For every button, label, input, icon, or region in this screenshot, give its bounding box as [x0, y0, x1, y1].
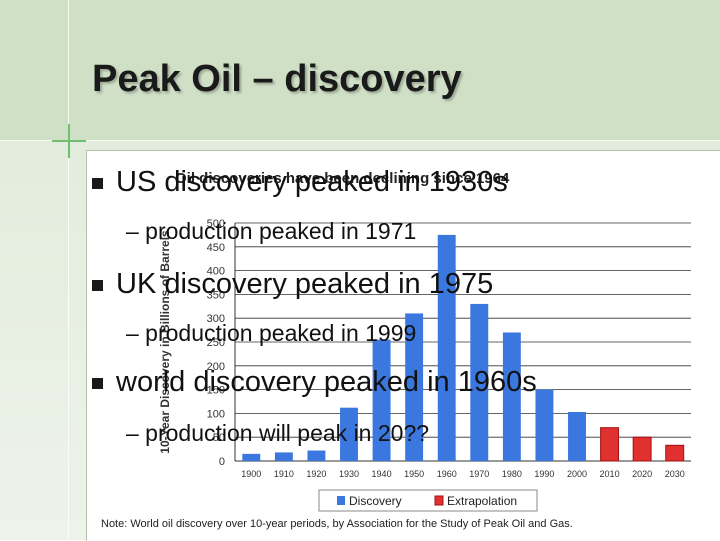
legend-box [318, 489, 538, 512]
x-tick-label: 1930 [339, 469, 359, 479]
y-tick-label: 500 [207, 218, 225, 230]
legend-swatch-discovery [337, 496, 345, 505]
y-tick-label: 0 [219, 456, 225, 468]
x-tick-label: 1950 [404, 469, 424, 479]
decor-cross-vertical [68, 124, 70, 158]
bar-discovery-1920 [307, 450, 326, 461]
decor-horizontal-line [0, 140, 720, 141]
x-tick-label: 1910 [274, 469, 294, 479]
y-tick-label: 400 [207, 266, 225, 278]
y-tick-label: 200 [207, 361, 225, 373]
x-tick-label: 2020 [632, 469, 652, 479]
bar-discovery-1910 [274, 452, 293, 461]
y-tick-label: 300 [207, 313, 225, 325]
y-tick-label: 350 [207, 289, 225, 301]
legend-label-discovery: Discovery [349, 494, 402, 508]
bar-extrapolation-2020 [632, 436, 652, 462]
y-tick-label: 250 [207, 337, 225, 349]
x-tick-label: 2010 [600, 469, 620, 479]
chart-title: Oil discoveries have been declining sinc… [175, 170, 510, 187]
y-tick-label: 50 [213, 432, 225, 444]
y-tick-label: 100 [207, 408, 225, 420]
x-tick-label: 1980 [502, 469, 522, 479]
chart-frame: Oil discoveries have been declining sinc… [86, 150, 720, 541]
x-tick-label: 2030 [665, 469, 685, 479]
x-tick-label: 1970 [469, 469, 489, 479]
title-band [0, 0, 720, 140]
bar-discovery-1990 [535, 389, 554, 461]
x-tick-label: 2000 [567, 469, 587, 479]
bar-extrapolation-2010 [600, 427, 620, 462]
bar-extrapolation-2030 [665, 444, 685, 462]
chart-note: Note: World oil discovery over 10-year p… [101, 518, 573, 530]
bar-discovery-1960 [437, 234, 456, 461]
bar-discovery-1900 [242, 453, 261, 461]
bar-discovery-1950 [405, 313, 424, 461]
bar-discovery-1980 [502, 332, 521, 461]
bar-discovery-2000 [568, 411, 586, 461]
legend-swatch-extrapolation [434, 495, 444, 506]
y-tick-label: 150 [207, 385, 225, 397]
y-axis-label: 10-Year Discovery in Billions of Barrels [158, 230, 172, 454]
x-tick-label: 1900 [241, 469, 261, 479]
legend-label-extrapolation: Extrapolation [447, 494, 517, 508]
decor-vertical-line [68, 0, 69, 540]
x-tick-label: 1990 [534, 469, 554, 479]
bar-discovery-1970 [470, 303, 489, 461]
discovery-bar-chart: Oil discoveries have been declining sinc… [101, 170, 691, 530]
x-tick-label: 1960 [437, 469, 457, 479]
x-tick-label: 1940 [372, 469, 392, 479]
bar-discovery-1940 [372, 339, 391, 461]
slide-title: Peak Oil – discovery [92, 58, 462, 100]
y-tick-label: 450 [207, 242, 225, 254]
x-tick-label: 1920 [306, 469, 326, 479]
bar-discovery-1930 [340, 407, 358, 461]
